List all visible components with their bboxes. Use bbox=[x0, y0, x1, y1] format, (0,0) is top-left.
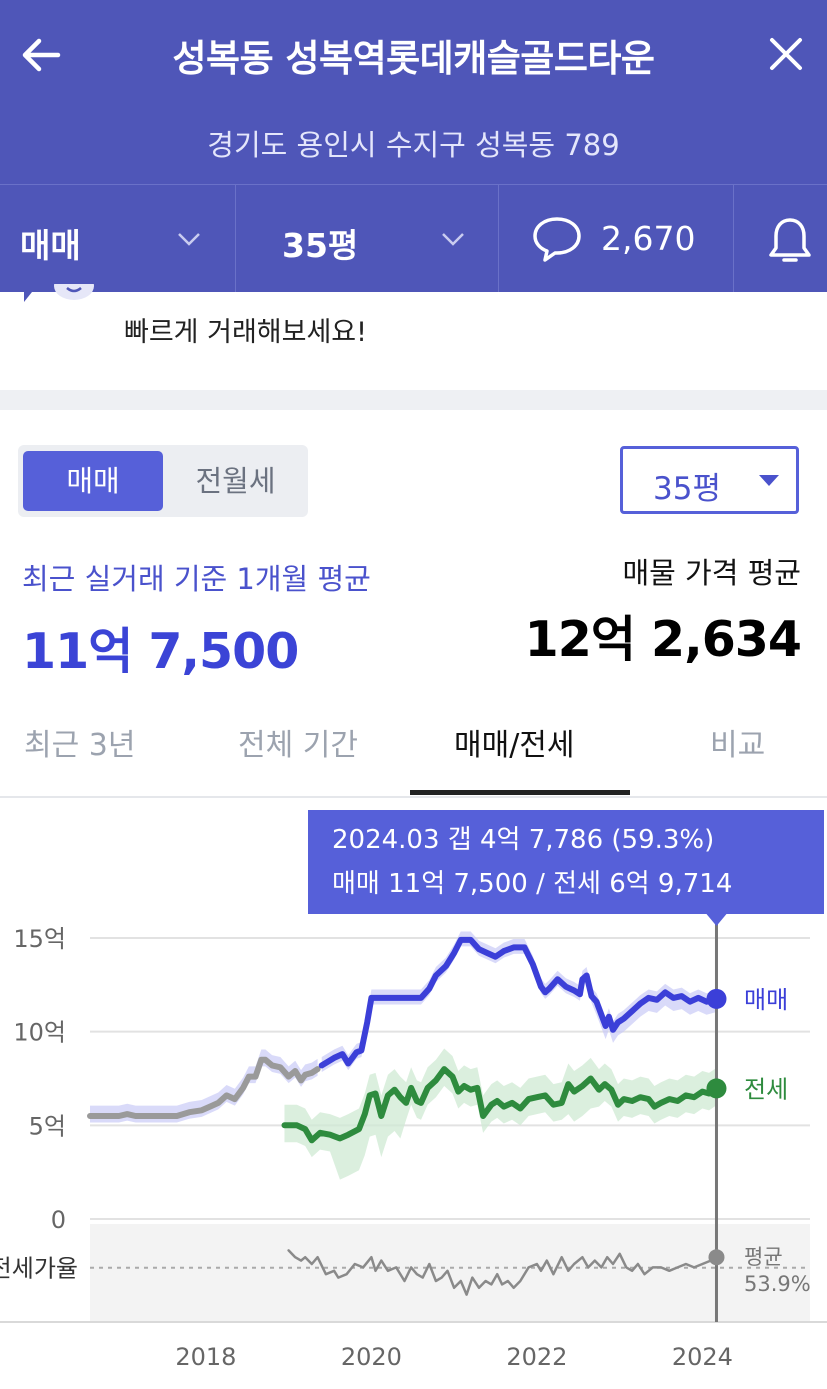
deal-type-toggle: 매매 전월세 bbox=[18, 445, 308, 517]
sale-range-band bbox=[321, 931, 717, 1072]
x-tick-label: 2018 bbox=[175, 1343, 236, 1371]
ratio-average-label: 평균 bbox=[744, 1245, 783, 1269]
active-tab-indicator bbox=[410, 790, 630, 795]
tab-sale-jeonse[interactable]: 매매/전세 bbox=[454, 728, 575, 763]
jeonse-end-marker bbox=[706, 1078, 727, 1099]
recent-price-value: 11억 7,500 bbox=[22, 623, 299, 680]
jeonse-series-label: 전세 bbox=[744, 1075, 788, 1103]
y-tick-label: 15억 bbox=[13, 925, 66, 953]
ratio-band-bg bbox=[90, 1224, 810, 1321]
size-dropdown[interactable]: 35평 bbox=[236, 185, 499, 293]
close-icon[interactable] bbox=[764, 32, 808, 76]
tooltip-box bbox=[308, 810, 824, 914]
tooltip-line-1: 2024.03 갭 4억 7,786 (59.3%) bbox=[332, 825, 714, 855]
size-select-value: 35평 bbox=[653, 471, 721, 507]
complex-address: 경기도 용인시 수지구 성복동 789 bbox=[207, 128, 620, 162]
recent-price-label: 최근 실거래 기준 1개월 평균 bbox=[22, 562, 371, 596]
jeonse-ratio-line bbox=[287, 1249, 718, 1296]
chevron-down-icon bbox=[178, 233, 200, 246]
trade-type-value: 매매 bbox=[20, 226, 81, 265]
promo-banner[interactable]: 빠르게 거래해보세요! bbox=[0, 284, 827, 390]
tooltip-line-2: 매매 11억 7,500 / 전세 6억 9,714 bbox=[332, 869, 732, 899]
listing-price-label: 매물 가격 평균 bbox=[622, 556, 801, 590]
sale-price-line bbox=[318, 936, 720, 1069]
caret-down-icon bbox=[759, 475, 779, 486]
tab-recent-3y[interactable]: 최근 3년 bbox=[24, 728, 136, 763]
ratio-average-value: 53.9% bbox=[744, 1272, 811, 1296]
app-header: 성복동 성복역롯데캐슬골드타운 경기도 용인시 수지구 성복동 789 매매 3… bbox=[0, 0, 827, 293]
trade-type-dropdown[interactable]: 매매 bbox=[0, 185, 236, 293]
tooltip-pointer bbox=[706, 914, 727, 926]
x-tick-label: 2020 bbox=[341, 1343, 402, 1371]
jeonse-price-line bbox=[281, 1066, 720, 1144]
chevron-down-icon bbox=[442, 233, 464, 246]
y-tick-label: 10억 bbox=[13, 1019, 66, 1047]
size-select[interactable]: 35평 bbox=[620, 446, 799, 514]
bell-icon[interactable] bbox=[766, 215, 814, 267]
y-tick-label: 5억 bbox=[29, 1112, 66, 1140]
ratio-band-label: 전세가율 bbox=[0, 1255, 78, 1283]
rent-toggle-button[interactable]: 전월세 bbox=[195, 464, 276, 498]
sale-series-label: 매매 bbox=[744, 986, 788, 1014]
back-arrow-icon[interactable] bbox=[18, 32, 64, 78]
filter-bar: 매매 35평 2,670 bbox=[0, 184, 827, 293]
promo-graphic-icon bbox=[24, 284, 94, 302]
comments-button[interactable]: 2,670 bbox=[499, 185, 734, 293]
history-price-line bbox=[87, 1056, 321, 1119]
listing-price-value: 12억 2,634 bbox=[524, 611, 802, 668]
chart-tooltip: 2024.03 갭 4억 7,786 (59.3%) 매매 11억 7,500 /… bbox=[308, 810, 824, 926]
ratio-end-marker bbox=[708, 1249, 725, 1266]
comment-count: 2,670 bbox=[601, 219, 696, 258]
y-tick-label: 0 bbox=[51, 1206, 66, 1234]
sale-end-marker bbox=[706, 988, 727, 1009]
section-divider bbox=[0, 390, 827, 410]
x-tick-label: 2024 bbox=[672, 1343, 733, 1371]
page-title: 성복동 성복역롯데캐슬골드타운 bbox=[172, 37, 655, 80]
promo-text: 빠르게 거래해보세요! bbox=[124, 317, 367, 348]
sale-toggle-button[interactable]: 매매 bbox=[23, 451, 163, 511]
tab-all-period[interactable]: 전체 기간 bbox=[238, 728, 358, 763]
jeonse-range-band bbox=[284, 1048, 717, 1180]
chat-bubble-icon bbox=[533, 217, 581, 262]
x-tick-label: 2022 bbox=[506, 1343, 567, 1371]
tab-compare[interactable]: 비교 bbox=[710, 728, 766, 763]
chart-tabs: 최근 3년 전체 기간 매매/전세 비교 bbox=[0, 700, 827, 798]
size-value: 35평 bbox=[282, 226, 359, 265]
